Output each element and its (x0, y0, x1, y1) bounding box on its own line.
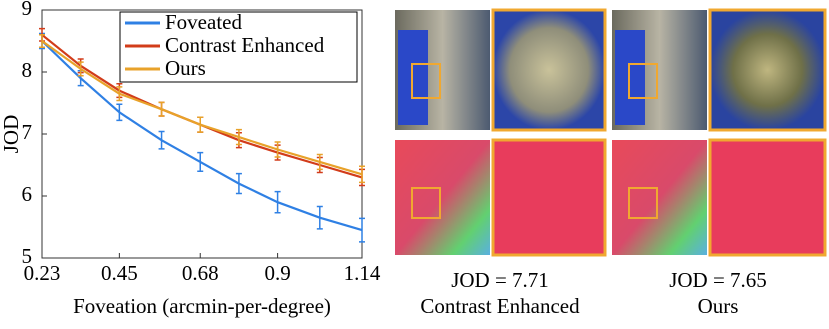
x-axis-label: Foveation (arcmin-per-degree) (73, 294, 331, 318)
error-bar (158, 130, 165, 150)
legend-label: Ours (165, 56, 206, 80)
y-tick-label: 7 (22, 120, 33, 144)
panel-jod: JOD = 7.65 (669, 268, 767, 292)
x-tick-label: 1.14 (344, 261, 381, 285)
error-bar (274, 141, 281, 158)
error-bar (235, 128, 242, 146)
y-tick-label: 5 (22, 244, 33, 268)
error-bar (39, 34, 45, 48)
error-bar (77, 61, 84, 77)
x-tick-label: 0.9 (264, 261, 290, 285)
y-axis-label: JOD (0, 115, 23, 154)
x-tick-label: 0.68 (182, 261, 219, 285)
legend-label: Foveated (165, 10, 242, 34)
error-bar (316, 205, 323, 230)
x-tick-label: 0.45 (101, 261, 138, 285)
error-bar (235, 172, 242, 195)
panel-jod: JOD = 7.71 (451, 268, 549, 292)
legend-label: Contrast Enhanced (165, 33, 325, 57)
error-bar (316, 153, 323, 171)
error-bar (116, 103, 123, 122)
x-tick-label: 0.23 (24, 261, 61, 285)
error-bar (158, 101, 165, 117)
error-bar (197, 151, 204, 172)
y-tick-label: 6 (22, 182, 33, 206)
error-bar (359, 217, 365, 243)
y-tick-label: 9 (22, 0, 33, 20)
error-bar (274, 190, 281, 214)
error-bar (359, 165, 365, 184)
panel-label: Contrast Enhanced (420, 294, 580, 318)
y-tick-label: 8 (22, 58, 33, 82)
error-bar (116, 86, 123, 102)
panel-label: Ours (698, 294, 739, 318)
error-bar (197, 116, 204, 133)
panel-1-images (395, 8, 607, 257)
panel-2-images (612, 8, 827, 257)
